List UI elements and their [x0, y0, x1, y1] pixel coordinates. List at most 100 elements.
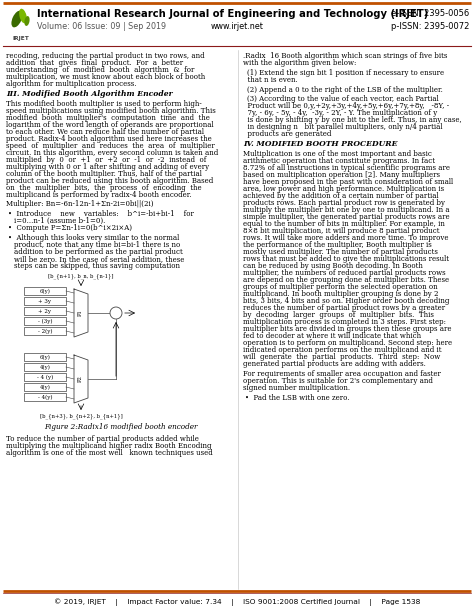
Text: area, low power and high performance. Multiplication is: area, low power and high performance. Mu…: [243, 185, 444, 193]
Text: IV. MODIFIED BOOTH PROCEDURE: IV. MODIFIED BOOTH PROCEDURE: [243, 140, 398, 148]
Text: bits, 3 bits, 4 bits and so on. Higher order booth decoding: bits, 3 bits, 4 bits and so on. Higher o…: [243, 297, 449, 305]
Text: III. Modified Booth Algorithm Encoder: III. Modified Booth Algorithm Encoder: [6, 89, 173, 98]
Text: - 2(y): - 2(y): [38, 329, 52, 333]
Text: with the algorithm given below:: with the algorithm given below:: [243, 59, 356, 67]
Text: www.irjet.net: www.irjet.net: [210, 22, 264, 31]
Text: P1: P1: [78, 310, 82, 316]
Text: P2: P2: [78, 376, 82, 383]
Text: fed to decoder at where it will indicate that which: fed to decoder at where it will indicate…: [243, 332, 421, 340]
Text: speed multiplications using modified booth algorithm. This: speed multiplications using modified boo…: [6, 107, 216, 115]
Text: in designing n   bit parallel multipliers, only n/4 partial: in designing n bit parallel multipliers,…: [243, 123, 443, 131]
Text: [b_{n+1}, b_n, b_{n-1}]: [b_{n+1}, b_n, b_{n-1}]: [48, 273, 114, 279]
Text: © 2019, IRJET    |    Impact Factor value: 7.34    |    ISO 9001:2008 Certified : © 2019, IRJET | Impact Factor value: 7.3…: [54, 598, 420, 606]
Text: Figure 2:Radix16 modified booth encoder: Figure 2:Radix16 modified booth encoder: [44, 423, 198, 431]
Text: arithmetic operation that constitute programs. In fact: arithmetic operation that constitute pro…: [243, 157, 435, 165]
Text: multiplier bits are divided in groups then these groups are: multiplier bits are divided in groups th…: [243, 325, 452, 333]
Text: operation is to perform on multiplicand. Second step: here: operation is to perform on multiplicand.…: [243, 339, 452, 347]
Text: This modified booth multiplier is used to perform high-: This modified booth multiplier is used t…: [6, 99, 202, 108]
Text: For requirements of smaller area occupation and faster: For requirements of smaller area occupat…: [243, 370, 441, 378]
Text: generated partial products are adding with adders.: generated partial products are adding wi…: [243, 360, 426, 368]
Text: to each other. We can reduce half the number of partial: to each other. We can reduce half the nu…: [6, 128, 204, 135]
Ellipse shape: [19, 9, 27, 23]
Text: International Research Journal of Engineering and Technology (IRJET): International Research Journal of Engine…: [37, 9, 428, 19]
Bar: [24, 287, 66, 295]
Bar: [24, 393, 66, 401]
Text: (2) Append a 0 to the right of the LSB of the multiplier.: (2) Append a 0 to the right of the LSB o…: [247, 86, 443, 94]
Text: can be reduced by using Booth decoding. In Booth: can be reduced by using Booth decoding. …: [243, 262, 423, 270]
Text: addition  that  gives  final  product.  For  a  better: addition that gives final product. For a…: [6, 59, 183, 67]
Text: Multiplier: Bn=-6n-12n-1+Σn-2i=0bi||(2i): Multiplier: Bn=-6n-12n-1+Σn-2i=0bi||(2i): [6, 200, 154, 208]
Text: will  generate  the  partial  products.  Third  step:  Now: will generate the partial products. Thir…: [243, 353, 440, 361]
Text: product, note that any time bi=bi-1 there is no: product, note that any time bi=bi-1 ther…: [14, 241, 180, 249]
Text: indicated operation performs on the multiplicand and it: indicated operation performs on the mult…: [243, 346, 441, 354]
Text: based on multiplication operation [2]. Many multipliers: based on multiplication operation [2]. M…: [243, 171, 440, 179]
Text: algorithm is one of the most well   known techniques used: algorithm is one of the most well known …: [6, 449, 213, 457]
Text: have been proposed in the past with consideration of small: have been proposed in the past with cons…: [243, 178, 453, 186]
Text: products are generated: products are generated: [243, 131, 331, 139]
Text: multiplying with 0 or 1 after shifting and adding of every: multiplying with 0 or 1 after shifting a…: [6, 162, 209, 170]
Text: Multiplication is one of the most important and basic: Multiplication is one of the most import…: [243, 150, 432, 158]
Text: multiplying the multiplicand higher radix Booth Encoding: multiplying the multiplicand higher radi…: [6, 442, 211, 450]
Text: •  Although this looks very similar to the normal: • Although this looks very similar to th…: [8, 234, 179, 242]
Text: 6(y): 6(y): [39, 354, 50, 360]
Text: 6(y): 6(y): [39, 288, 50, 294]
Text: signed number multiplication.: signed number multiplication.: [243, 384, 350, 392]
Text: i=0...n-1 (assume b-1=0).: i=0...n-1 (assume b-1=0).: [14, 217, 105, 225]
Text: modified  booth  multiplier's  computation  time  and  the: modified booth multiplier's computation …: [6, 113, 210, 121]
Text: 8.72% of all instructions in typical scientific programs are: 8.72% of all instructions in typical sci…: [243, 164, 450, 172]
Text: [b_{n+3}, b_{n+2}, b_{n+1}]: [b_{n+3}, b_{n+2}, b_{n+1}]: [40, 413, 122, 419]
Text: the performance of the multiplier, Booth multiplier is: the performance of the multiplier, Booth…: [243, 241, 432, 249]
Text: To reduce the number of partial products added while: To reduce the number of partial products…: [6, 435, 199, 443]
Text: IRJET: IRJET: [13, 36, 29, 41]
Bar: [24, 353, 66, 361]
Bar: [24, 307, 66, 315]
Text: logarithm of the word length of operands are proportional: logarithm of the word length of operands…: [6, 121, 214, 129]
Bar: [24, 363, 66, 371]
Text: 4(y): 4(y): [39, 364, 50, 370]
Text: •  Compute P=Σn-1i=0(b^i×2i×A): • Compute P=Σn-1i=0(b^i×2i×A): [8, 224, 132, 232]
Text: steps can be skipped, thus saving computation: steps can be skipped, thus saving comput…: [14, 262, 180, 270]
Text: products rows. Each partial product row is generated by: products rows. Each partial product row …: [243, 199, 445, 207]
Text: will be zero. In the case of serial addition, these: will be zero. In the case of serial addi…: [14, 255, 184, 263]
Circle shape: [110, 307, 122, 319]
Text: Volume: 06 Issue: 09 | Sep 2019: Volume: 06 Issue: 09 | Sep 2019: [37, 22, 166, 31]
Bar: [24, 297, 66, 305]
Text: rows that must be added to give the multiplications result: rows that must be added to give the mult…: [243, 255, 449, 263]
Text: that n is even.: that n is even.: [243, 76, 298, 84]
Text: mostly used multiplier. The number of partial products: mostly used multiplier. The number of pa…: [243, 248, 438, 256]
Bar: [24, 317, 66, 325]
Text: - 4(y): - 4(y): [38, 394, 52, 400]
Text: product. Radix-4 booth algorithm used here increases the: product. Radix-4 booth algorithm used he…: [6, 135, 212, 143]
Text: on  the  multiplier  bits,  the  process  of  encoding  the: on the multiplier bits, the process of e…: [6, 184, 201, 192]
Text: multiplicand. In booth multiplier grouping is done by 2: multiplicand. In booth multiplier groupi…: [243, 290, 438, 298]
Text: circuit. In this algorithm, every second column is taken and: circuit. In this algorithm, every second…: [6, 148, 218, 156]
Text: achieved by the addition of a certain number of partial: achieved by the addition of a certain nu…: [243, 192, 438, 200]
Text: groups of multiplier perform the selected operation on: groups of multiplier perform the selecte…: [243, 283, 438, 291]
Text: •  Introduce    new    variables:    b^i=-bi+bi-1    for: • Introduce new variables: b^i=-bi+bi-1 …: [8, 210, 194, 218]
Text: (1) Extend the sign bit 1 position if necessary to ensure: (1) Extend the sign bit 1 position if ne…: [247, 69, 444, 77]
Text: rows. It will take more adders and more time. To improve: rows. It will take more adders and more …: [243, 234, 448, 242]
Ellipse shape: [11, 10, 23, 28]
Text: 7y, - 6y, - 5y, - 4y,  -3y, - 2Y, - Y. The multiplication of y: 7y, - 6y, - 5y, - 4y, -3y, - 2Y, - Y. Th…: [243, 109, 437, 118]
Text: product can be reduced using this booth algorithm. Based: product can be reduced using this booth …: [6, 177, 213, 185]
Text: + 2y: + 2y: [38, 308, 52, 313]
Text: reduces the number of partial product rows by a greater: reduces the number of partial product ro…: [243, 304, 445, 312]
Text: addition to be performed as the partial product: addition to be performed as the partial …: [14, 248, 183, 256]
Text: e-ISSN: 2395-0056: e-ISSN: 2395-0056: [391, 9, 469, 18]
Text: by  decoding  larger  groups  of  multiplier  bits.  This: by decoding larger groups of multiplier …: [243, 311, 434, 319]
Text: operation. This is suitable for 2's complementary and: operation. This is suitable for 2's comp…: [243, 377, 433, 385]
Text: 8×8 bit multiplication, it will produce 8 partial product: 8×8 bit multiplication, it will produce …: [243, 227, 439, 235]
Text: equal to the number of bits in multiplier. For example, in: equal to the number of bits in multiplie…: [243, 220, 445, 228]
Text: are depend on the grouping done at multiplier bits. These: are depend on the grouping done at multi…: [243, 276, 449, 284]
Text: multiplied  by  0  or  +1  or  +2  or  -1  or  -2  instead  of: multiplied by 0 or +1 or +2 or -1 or -2 …: [6, 156, 206, 164]
Bar: [24, 327, 66, 335]
Text: (3) According to the value of each vector, each Partial: (3) According to the value of each vecto…: [247, 96, 439, 104]
Bar: [24, 383, 66, 391]
Text: multiplicand is performed by radix-4 booth encoder.: multiplicand is performed by radix-4 boo…: [6, 191, 191, 199]
Text: multiplication, we must know about each block of booth: multiplication, we must know about each …: [6, 73, 205, 81]
Text: multiply the multiplier bit one by one to multiplicand. In a: multiply the multiplier bit one by one t…: [243, 206, 450, 214]
Text: simple multiplier, the generated partial products rows are: simple multiplier, the generated partial…: [243, 213, 450, 221]
Text: .Radix  16 Booth algorithm which scan strings of five bits: .Radix 16 Booth algorithm which scan str…: [243, 52, 447, 60]
Text: multiplier, the numbers of reduced partial products rows: multiplier, the numbers of reduced parti…: [243, 269, 446, 277]
Ellipse shape: [24, 16, 29, 26]
